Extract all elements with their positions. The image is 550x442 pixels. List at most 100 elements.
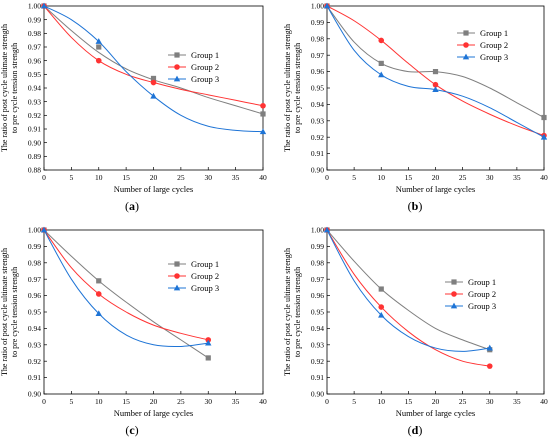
x-tick-label: 25 (177, 397, 185, 406)
x-tick-label: 0 (325, 397, 329, 406)
y-tick-label: 0.90 (311, 390, 324, 399)
x-tick-label: 15 (122, 173, 130, 182)
x-tick-label: 35 (232, 397, 240, 406)
y-tick-label: 0.97 (28, 275, 41, 284)
panel-caption: (a) (125, 199, 139, 213)
x-tick-label: 20 (150, 173, 158, 182)
y-tick-label: 0.98 (311, 34, 324, 43)
panel-caption: (c) (125, 423, 138, 437)
y-tick-label: 0.99 (311, 18, 324, 27)
data-point (95, 38, 102, 44)
y-tick-label: 0.98 (28, 29, 41, 38)
panel-caption: (b) (408, 199, 423, 213)
chart-panel: 0 5 10 15 20 25 30 35 40 0.90 0.91 0.92 0.93 0.94 0.95… (283, 2, 548, 213)
series-line (326, 229, 490, 352)
y-tick-label: 1.00 (311, 2, 324, 11)
legend-marker (174, 261, 180, 267)
legend: Group 1 Group 2 Group 3 (457, 28, 508, 62)
x-tick-label: 5 (352, 173, 356, 182)
legend-marker (451, 291, 457, 297)
data-point (540, 133, 548, 140)
x-tick-label: 40 (259, 397, 267, 406)
legend-marker (450, 302, 458, 309)
y-tick-label: 0.97 (311, 51, 324, 60)
data-point (486, 344, 493, 351)
data-point (378, 311, 385, 318)
x-tick-label: 10 (95, 173, 103, 182)
y-tick-label: 0.97 (311, 275, 324, 284)
data-point (486, 363, 493, 369)
data-point (323, 2, 331, 9)
series-line (326, 229, 490, 367)
y-tick-label: 0.91 (311, 373, 324, 382)
data-point (150, 92, 157, 99)
y-tick-label: 0.90 (311, 166, 324, 175)
data-point (150, 79, 157, 86)
x-tick-label: 40 (259, 173, 267, 182)
legend-marker (463, 42, 469, 48)
x-tick-label: 15 (405, 397, 413, 406)
data-point (378, 304, 385, 310)
data-point (259, 128, 267, 135)
legend-label: Group 2 (468, 289, 496, 299)
y-tick-label: 0.91 (28, 373, 41, 382)
x-tick-label: 20 (150, 397, 158, 406)
x-axis-label: Number of large cycles (396, 408, 475, 418)
y-tick-label: 1.00 (311, 226, 324, 235)
x-tick-label: 25 (459, 397, 467, 406)
x-tick-label: 35 (232, 173, 240, 182)
x-tick-label: 20 (432, 173, 440, 182)
x-tick-label: 30 (486, 173, 494, 182)
y-tick-label: 0.99 (311, 242, 324, 251)
series-line (43, 5, 264, 133)
legend-marker (462, 53, 470, 60)
plot-frame (326, 229, 545, 395)
x-tick-label: 5 (352, 397, 356, 406)
series-line (326, 229, 490, 351)
y-tick-label: 0.95 (311, 308, 324, 317)
data-point (323, 226, 331, 233)
legend-marker (174, 273, 180, 279)
y-axis-label-line2: to pre cycle tension strength (293, 267, 302, 357)
chart-panel: 0 5 10 15 20 25 30 35 40 0.88 0.89 0.90 0.91 0.92 0.93… (0, 2, 267, 213)
y-tick-label: 0.92 (311, 133, 324, 142)
legend-label: Group 1 (480, 28, 508, 38)
x-tick-label: 30 (486, 397, 494, 406)
legend-marker (173, 284, 181, 291)
x-tick-label: 15 (405, 173, 413, 182)
y-axis-label-line1: The ratio of post cycle ultimate strengt… (283, 24, 292, 152)
y-tick-label: 0.88 (28, 166, 41, 175)
data-point (541, 114, 547, 121)
legend-label: Group 3 (191, 283, 219, 293)
legend-label: Group 3 (191, 74, 219, 84)
legend-label: Group 1 (191, 50, 219, 60)
x-tick-label: 40 (540, 397, 548, 406)
x-tick-label: 35 (513, 173, 521, 182)
x-tick-label: 25 (177, 173, 185, 182)
data-point (378, 71, 385, 78)
x-tick-label: 5 (70, 397, 74, 406)
y-tick-label: 1.00 (28, 2, 41, 11)
panel-caption: (d) (408, 423, 423, 437)
y-tick-label: 0.96 (28, 291, 41, 300)
y-tick-label: 0.92 (28, 111, 41, 120)
legend-label: Group 3 (480, 52, 508, 62)
y-tick-label: 0.93 (311, 340, 324, 349)
y-tick-label: 0.94 (28, 84, 41, 93)
y-axis-label-line2: to pre cycle tension strength (293, 43, 302, 133)
x-tick-label: 30 (205, 397, 213, 406)
legend-marker (174, 52, 180, 58)
data-point (205, 339, 212, 346)
x-tick-label: 35 (513, 397, 521, 406)
data-point (96, 44, 102, 50)
y-tick-label: 0.93 (28, 340, 41, 349)
y-tick-label: 0.93 (311, 116, 324, 125)
x-tick-label: 25 (459, 173, 467, 182)
data-point (205, 355, 211, 361)
data-point (260, 111, 266, 117)
x-tick-label: 20 (432, 397, 440, 406)
y-tick-label: 0.94 (311, 100, 324, 109)
plot-frame (43, 5, 264, 171)
chart-panel: 0 5 10 15 20 25 30 35 40 0.90 0.91 0.92 0.93 0.94 0.95… (283, 226, 548, 437)
